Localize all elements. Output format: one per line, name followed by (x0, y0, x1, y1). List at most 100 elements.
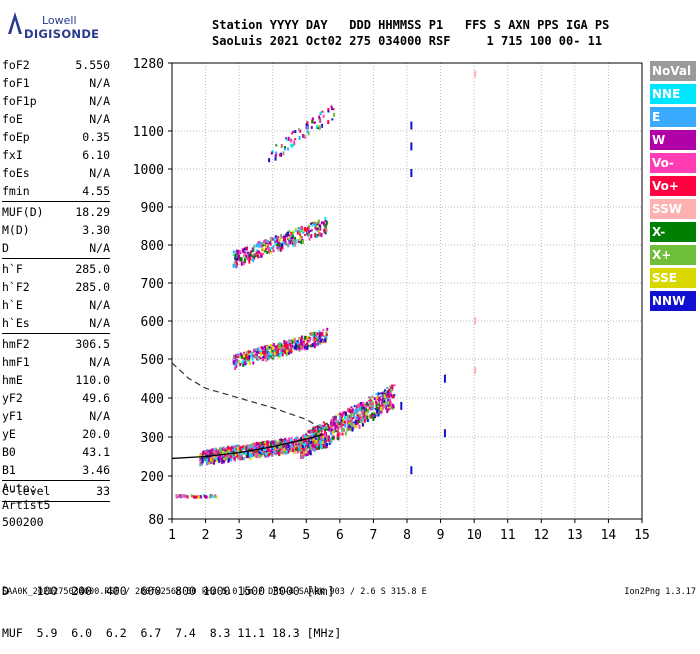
echo-point (313, 447, 316, 452)
echo-point (264, 450, 267, 453)
echo-point (377, 401, 380, 405)
echo-point (302, 342, 305, 347)
echo-point (323, 428, 326, 431)
echo-point (362, 407, 365, 410)
echo-point (232, 448, 235, 453)
echo-point (277, 236, 280, 239)
echo-point (351, 408, 354, 412)
echo-point (268, 346, 271, 349)
echo-point (270, 251, 273, 254)
echo-point (358, 424, 361, 429)
echo-point (248, 259, 251, 264)
echo-point (255, 357, 258, 361)
echo-point (332, 421, 335, 424)
echo-point (274, 452, 277, 455)
echo-point (322, 339, 325, 344)
x-tick-label: 4 (269, 528, 277, 543)
echo-point (263, 443, 266, 446)
echo-point (249, 252, 252, 257)
echo-point (212, 457, 215, 460)
echo-point (247, 254, 250, 259)
echo-point (351, 411, 354, 414)
echo-point (303, 443, 306, 448)
echo-point (334, 421, 337, 426)
param-row: h`F 285.0 (2, 260, 110, 278)
echo-point (315, 227, 318, 231)
echo-point (386, 386, 389, 389)
echo-point (238, 254, 241, 259)
echo-point (348, 420, 351, 425)
echo-point (410, 466, 413, 475)
echo-point (317, 432, 320, 436)
echo-point (361, 423, 364, 427)
echo-point (298, 443, 301, 447)
echo-point (313, 434, 316, 437)
echo-point (319, 111, 322, 115)
echo-point (335, 430, 338, 433)
echo-point (305, 126, 308, 129)
echo-point (283, 446, 286, 451)
echo-point (253, 254, 256, 257)
param-name: M(D) (2, 223, 30, 237)
echo-point (246, 246, 249, 251)
echo-point (333, 416, 336, 421)
echo-point (309, 450, 312, 453)
echo-point (286, 439, 289, 443)
echo-point (313, 121, 316, 124)
echo-point (264, 245, 267, 250)
echo-point (311, 343, 314, 348)
echo-point (335, 421, 338, 424)
echo-point (251, 351, 254, 355)
echo-point (351, 423, 354, 428)
echo-point (309, 440, 312, 444)
echo-point (265, 244, 268, 247)
echo-point (249, 443, 252, 447)
echo-point (210, 451, 213, 456)
x-tick-label: 14 (601, 528, 617, 543)
echo-point (283, 237, 286, 242)
echo-point (325, 442, 328, 446)
echo-point (204, 452, 207, 455)
echo-point (285, 347, 288, 350)
echo-point (323, 433, 326, 438)
echo-point (251, 357, 254, 361)
echo-point (300, 437, 303, 442)
echo-point (243, 252, 246, 256)
echo-point (238, 446, 241, 451)
echo-point (260, 243, 263, 248)
y-tick-label: 700 (141, 277, 164, 292)
echo-point (316, 429, 319, 433)
echo-point (322, 114, 325, 118)
param-row: foF1 N/A (2, 74, 110, 92)
echo-point (221, 459, 224, 464)
echo-point (331, 418, 334, 422)
echo-point (286, 343, 289, 347)
echo-point (375, 393, 378, 396)
echo-point (366, 403, 369, 407)
echo-point (278, 153, 281, 157)
polarization-legend: NoVal NNE E W Vo- Vo+ SSW X- X+ SSE NNW (650, 61, 696, 314)
echo-point (389, 391, 392, 395)
echo-point (379, 409, 382, 412)
ionogram-chart: 1 2 3 4 5 6 7 8 9 10 11 12 13 14 158020030040050060070… (133, 57, 650, 543)
echo-point (281, 349, 284, 353)
echo-point (312, 338, 315, 342)
echo-point (260, 346, 263, 350)
param-value: 18.29 (75, 205, 110, 219)
echo-point (253, 244, 256, 248)
echo-point (287, 231, 290, 236)
echo-trace (232, 327, 329, 370)
echo-point (228, 448, 231, 452)
echo-point (313, 336, 316, 341)
echo-point (239, 455, 242, 460)
echo-point (298, 230, 301, 234)
echo-point (382, 390, 385, 394)
echo-point (268, 241, 271, 245)
echo-point (369, 399, 372, 402)
echo-point (373, 397, 376, 401)
echo-point (255, 348, 258, 352)
echo-point (214, 459, 217, 463)
echo-point (213, 454, 216, 459)
echo-point (246, 352, 249, 357)
echo-point (308, 224, 311, 228)
